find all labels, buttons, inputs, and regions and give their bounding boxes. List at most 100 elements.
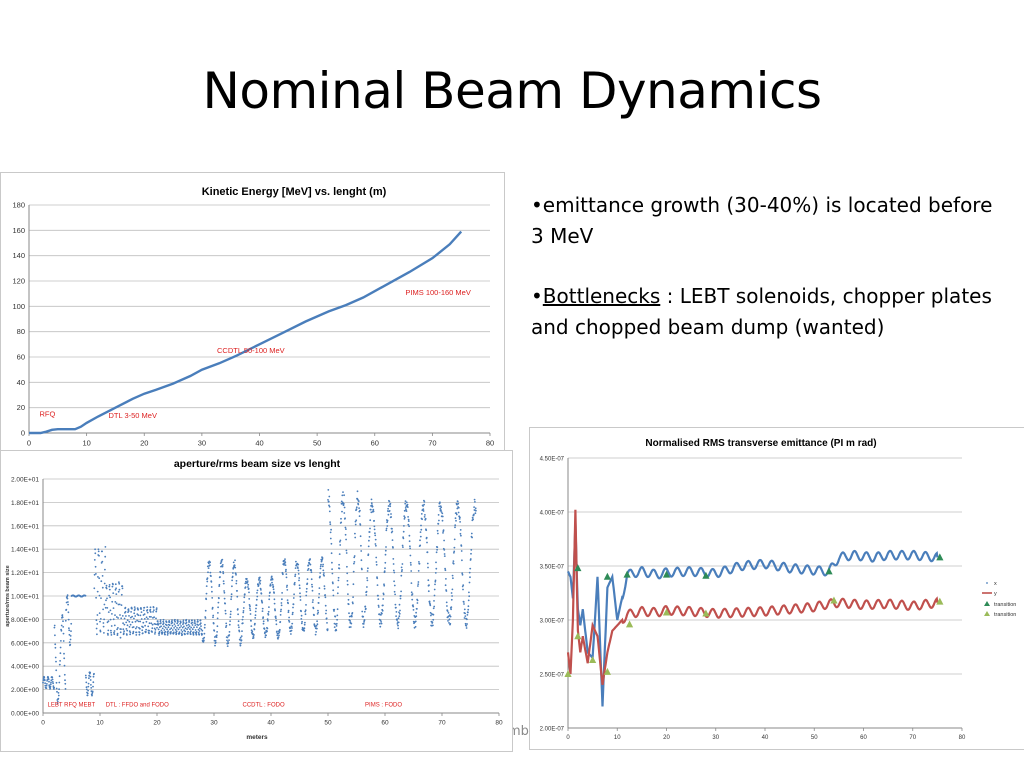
data-point [373, 525, 376, 528]
data-point [423, 516, 426, 518]
data-point [468, 595, 471, 598]
data-point [223, 590, 226, 592]
data-point [311, 583, 313, 586]
data-point [231, 579, 234, 582]
emittance-chart: Normalised RMS transverse emittance (PI … [529, 427, 1024, 750]
data-point [445, 601, 448, 604]
data-point [118, 588, 121, 591]
data-point [192, 633, 195, 636]
data-point [419, 544, 422, 547]
data-point [230, 598, 233, 601]
legend-y-label: y [994, 591, 997, 597]
data-point [341, 510, 343, 513]
data-point [410, 582, 413, 584]
data-point [403, 525, 405, 527]
data-point [410, 570, 413, 572]
data-point [313, 614, 315, 617]
data-point [327, 500, 330, 503]
data-point [462, 584, 465, 587]
data-point [166, 634, 169, 636]
x-tick-label: 20 [663, 735, 670, 741]
data-point [94, 565, 97, 568]
data-point [251, 630, 254, 633]
data-point [437, 523, 440, 525]
data-point [93, 559, 96, 561]
data-point [424, 514, 426, 516]
section-label: CCDTL 50-100 MeV [217, 346, 285, 355]
aperture-chart-title: aperture/rms beam size vs lenght [174, 458, 341, 470]
data-point [412, 609, 415, 611]
x-tick-label: 70 [909, 735, 916, 741]
data-point [213, 636, 216, 638]
data-point [199, 622, 202, 625]
data-point [316, 613, 319, 615]
data-point [168, 621, 171, 624]
data-point [248, 591, 250, 594]
data-point [178, 626, 181, 629]
data-point [207, 562, 210, 565]
data-point [63, 673, 66, 676]
data-point [185, 624, 188, 627]
data-point [193, 620, 196, 622]
data-point [132, 630, 135, 633]
data-point [304, 621, 306, 624]
data-point [179, 623, 182, 625]
data-point [51, 676, 54, 679]
data-point [206, 580, 209, 583]
data-point [461, 559, 463, 562]
data-point [44, 684, 47, 687]
data-point [279, 610, 282, 613]
data-point [303, 623, 306, 626]
emittance-chart-svg: Normalised RMS transverse emittance (PI … [540, 438, 1017, 741]
data-point [166, 628, 169, 631]
data-point [223, 591, 226, 594]
data-point [59, 652, 62, 655]
data-point [92, 685, 94, 688]
data-point [158, 634, 161, 636]
data-point [182, 622, 185, 624]
data-point [111, 585, 114, 588]
data-point [389, 505, 392, 508]
data-point [390, 516, 393, 518]
data-point [402, 546, 404, 548]
data-point [414, 625, 417, 628]
data-point [326, 628, 329, 630]
data-point [365, 590, 368, 593]
data-point [162, 620, 165, 623]
transition-marker [825, 567, 833, 575]
data-point [168, 624, 171, 627]
data-point [85, 681, 88, 684]
data-point [253, 628, 256, 631]
data-point [474, 507, 477, 510]
data-point [324, 594, 327, 596]
data-point [441, 515, 444, 518]
data-point [416, 602, 419, 604]
data-point [169, 632, 172, 635]
data-point [305, 594, 308, 597]
data-point [416, 608, 418, 610]
data-point [291, 613, 294, 616]
data-point [314, 633, 317, 636]
data-point [467, 605, 470, 608]
data-point [228, 631, 231, 633]
data-point [189, 631, 192, 634]
data-point [55, 669, 58, 672]
data-point [321, 557, 324, 559]
data-point [88, 674, 90, 677]
data-point [87, 685, 90, 688]
data-point [114, 601, 117, 603]
data-point [125, 621, 128, 624]
data-point [262, 616, 265, 619]
data-point [410, 591, 413, 594]
data-point [406, 503, 409, 506]
data-point [384, 567, 386, 570]
data-point [334, 615, 337, 618]
data-point [329, 523, 332, 526]
data-point [321, 565, 324, 568]
data-point [439, 507, 442, 510]
data-point [363, 610, 366, 613]
data-point [338, 553, 341, 555]
data-point [95, 596, 97, 599]
data-point [129, 616, 132, 619]
data-point [68, 629, 71, 632]
